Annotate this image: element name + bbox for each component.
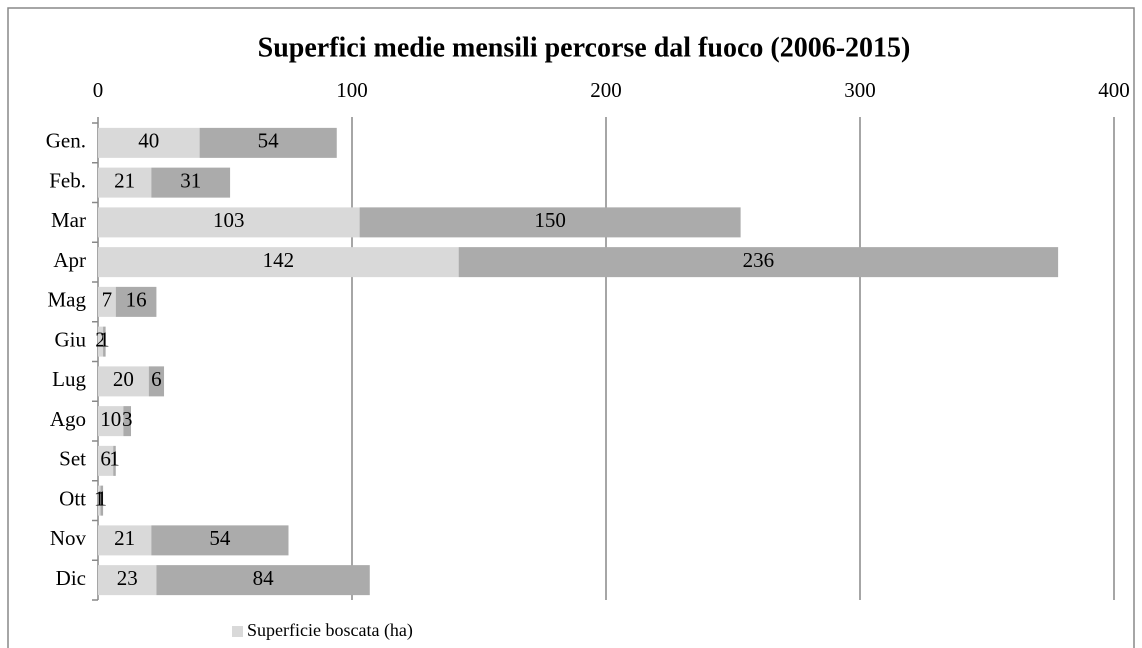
data-label: 31 — [180, 168, 201, 192]
y-tick-label: Gen. — [46, 129, 86, 153]
bar-segment — [151, 525, 289, 556]
data-label: 84 — [253, 566, 275, 590]
data-label: 21 — [114, 168, 135, 192]
y-tick-label: Ago — [50, 407, 86, 431]
legend-label: Superficie boscata (ha) — [247, 620, 413, 641]
data-label: 40 — [138, 129, 159, 153]
y-tick-label: Feb. — [49, 168, 86, 192]
bar-segment — [113, 445, 116, 476]
data-label: 1 — [97, 486, 108, 510]
bar-segment — [199, 127, 337, 158]
y-tick-label: Dic — [56, 566, 86, 590]
bar-segment — [98, 445, 114, 476]
chart-title: Superfici medie mensili percorse dal fuo… — [258, 32, 911, 63]
data-label: 54 — [209, 526, 231, 550]
bar-segment — [98, 127, 200, 158]
bar-segment — [98, 485, 101, 516]
data-label: 1 — [99, 327, 110, 351]
x-tick-label: 100 — [336, 78, 368, 102]
data-label: 6 — [100, 447, 111, 471]
data-label: 16 — [126, 288, 147, 312]
data-label: 103 — [213, 208, 245, 232]
data-label: 3 — [122, 407, 133, 431]
y-tick-label: Giu — [55, 327, 87, 351]
y-tick-label: Ott — [59, 486, 86, 510]
x-tick-label: 400 — [1098, 78, 1130, 102]
bar-segment — [123, 406, 132, 437]
bar-segment — [98, 286, 116, 317]
bar-segment — [98, 207, 360, 238]
bar-segment — [98, 247, 459, 278]
x-tick-label: 200 — [590, 78, 622, 102]
bar-segment — [151, 167, 231, 198]
data-label: 236 — [743, 248, 775, 272]
bar-segment — [100, 485, 104, 516]
data-label: 1 — [94, 486, 105, 510]
bar-segment — [148, 366, 165, 397]
bar-segment — [98, 167, 152, 198]
bar-segment — [156, 565, 370, 596]
x-tick-label: 300 — [844, 78, 876, 102]
y-tick-label: Apr — [53, 248, 86, 272]
data-label: 142 — [263, 248, 295, 272]
bar-segment — [98, 525, 152, 556]
bar-segment — [98, 366, 149, 397]
data-label: 150 — [534, 208, 566, 232]
bar-segment — [98, 406, 124, 437]
bar-segment — [115, 286, 157, 317]
y-tick-label: Lug — [52, 367, 86, 391]
data-label: 6 — [151, 367, 162, 391]
y-tick-label: Nov — [50, 526, 87, 550]
y-tick-label: Mar — [51, 208, 86, 232]
data-label: 21 — [114, 526, 135, 550]
y-tick-label: Set — [59, 447, 86, 471]
bar-segment — [98, 565, 157, 596]
chart-frame — [7, 7, 1135, 648]
data-label: 23 — [117, 566, 138, 590]
bar-segment — [359, 207, 741, 238]
bar-segment — [98, 326, 104, 357]
data-label: 7 — [102, 288, 113, 312]
y-tick-label: Mag — [48, 288, 87, 312]
bar-segment — [458, 247, 1059, 278]
data-label: 1 — [109, 447, 120, 471]
data-label: 10 — [100, 407, 121, 431]
data-label: 2 — [95, 327, 106, 351]
x-tick-label: 0 — [93, 78, 104, 102]
legend-swatch — [232, 626, 243, 637]
data-label: 54 — [258, 129, 280, 153]
bar-segment — [103, 326, 106, 357]
data-label: 20 — [113, 367, 134, 391]
